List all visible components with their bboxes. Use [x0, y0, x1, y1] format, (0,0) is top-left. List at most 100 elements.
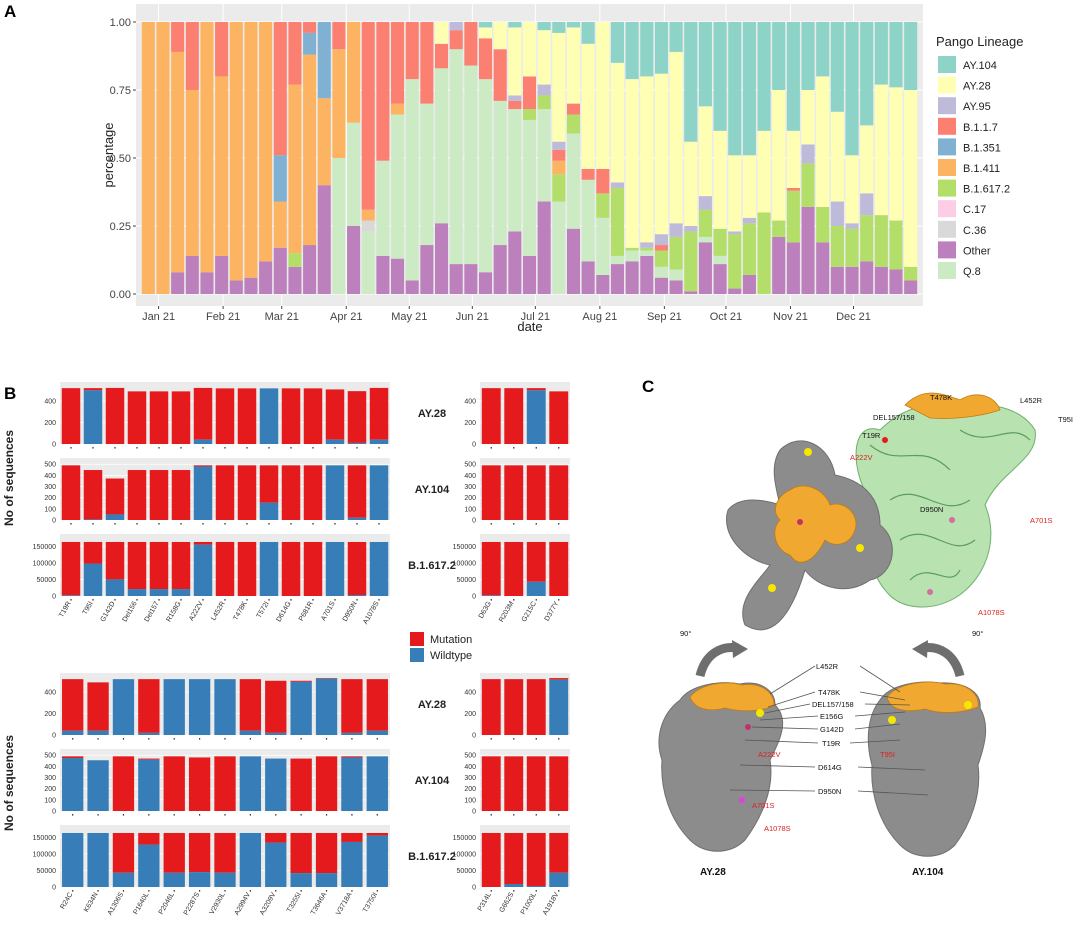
facet-x-tick-dot: [249, 814, 251, 816]
facet-x-tick-dot: [224, 523, 226, 525]
center-label-d614g: D614G: [818, 763, 842, 772]
wildtype-bar: [83, 563, 103, 596]
lineage-bar-segment: [904, 90, 918, 267]
facet-y-tick-label: 400: [464, 473, 476, 480]
facet-x-tick-dot: [513, 814, 515, 816]
lineage-y-tick-label: 0.50: [110, 153, 131, 165]
mutation-bar: [549, 391, 569, 444]
lineage-bar-segment: [684, 231, 698, 292]
lineage-legend-label: B.1.351: [963, 142, 1001, 154]
wildtype-bar: [290, 681, 312, 735]
mutation-label: T3750I: [362, 891, 379, 913]
center-label-d950n: D950N: [818, 787, 841, 796]
mutation-label: A1918V: [542, 891, 561, 916]
ribbon-label-a701s: A701S: [1030, 516, 1053, 525]
legend-label-mutation: Mutation: [430, 634, 472, 646]
mutation-bar: [290, 832, 312, 874]
mutation-bar: [281, 388, 301, 444]
lineage-bar-segment: [244, 277, 258, 294]
lineage-bar-segment: [171, 22, 185, 52]
lineage-legend-label: B.1.411: [963, 163, 1000, 175]
facet-x-tick-dot: [224, 599, 226, 601]
lineage-bar-segment: [860, 261, 874, 294]
lineage-bar-segment: [742, 217, 756, 224]
mutation-label: T95I: [82, 600, 95, 616]
mutation-bar: [127, 470, 147, 520]
lineage-x-tick-label: Apr 21: [330, 311, 362, 323]
lineage-bar-segment: [610, 182, 624, 188]
mutation-bar: [341, 756, 363, 758]
lineage-legend-label: C.36: [963, 225, 986, 237]
facet-x-tick-dot: [275, 814, 277, 816]
facet-x-tick-dot: [122, 738, 125, 740]
mutation-bar: [265, 832, 287, 843]
mutation-bar: [526, 388, 546, 391]
mutation-label: T572I: [256, 600, 271, 619]
lineage-bar-segment: [581, 261, 595, 294]
mutation-label: P314L: [477, 891, 493, 912]
lineage-bar-segment: [288, 253, 302, 267]
lineage-bar-segment: [552, 32, 566, 142]
lineage-bar-segment: [728, 234, 742, 289]
lineage-bar-segment: [508, 27, 522, 96]
lineage-bar-segment: [185, 22, 199, 90]
side-view-ay28-site: [756, 709, 764, 717]
mutation-label: D614G: [276, 601, 293, 624]
facet-x-tick-dot: [148, 890, 150, 892]
lineage-bar-segment: [537, 22, 551, 31]
mutation-bar: [87, 682, 109, 731]
wildtype-bar: [481, 595, 501, 596]
mutation-bar: [237, 388, 257, 444]
wildtype-bar: [315, 678, 338, 735]
lineage-bar-segment: [874, 215, 888, 267]
wildtype-bar: [265, 842, 287, 887]
lineage-legend-label: AY.28: [963, 81, 991, 93]
facet-x-tick-dot: [334, 523, 336, 525]
facet-x-tick-dot: [158, 447, 160, 449]
wildtype-bar: [87, 730, 109, 735]
top-view-site: [797, 519, 803, 525]
lineage-bar-segment: [435, 22, 449, 44]
facet-y-tick-label: 400: [44, 690, 56, 697]
mutation-bar: [62, 679, 84, 731]
facet-x-tick-dot: [136, 599, 138, 601]
mutation-bar: [303, 465, 323, 520]
lineage-bar-segment: [566, 27, 581, 104]
wildtype-bar: [112, 679, 135, 735]
facet-y-tick-label: 0: [472, 594, 476, 601]
lineage-bar-segment: [684, 141, 698, 226]
lineage-bar-segment: [361, 231, 375, 294]
facet-x-tick-dot: [535, 523, 537, 525]
facet-x-tick-dot: [334, 447, 336, 449]
mutation-label: P681R: [298, 601, 315, 623]
ribbon-label-t95i: T95I: [1058, 415, 1073, 424]
lineage-bar-segment: [185, 90, 199, 256]
lineage-row-label: AY.104: [415, 775, 450, 787]
lineage-bar-segment: [303, 22, 317, 33]
wildtype-bar: [105, 514, 125, 520]
lineage-x-tick-label: Nov 21: [773, 311, 808, 323]
lineage-bar-segment: [478, 38, 493, 80]
lineage-bar-segment: [860, 125, 874, 194]
lineage-legend-swatch: [938, 97, 956, 115]
wildtype-bar: [369, 465, 389, 520]
facet-x-tick-dot: [376, 814, 378, 816]
side-view-ay28-site: [739, 797, 745, 803]
mutation-label: G215C: [521, 601, 538, 624]
lineage-bar-segment: [713, 130, 727, 229]
wildtype-bar: [526, 390, 546, 444]
panel-label-c: C: [642, 377, 654, 396]
lineage-legend-swatch: [938, 138, 956, 156]
mutation-bar: [62, 756, 84, 759]
facet-y-tick-label: 0: [52, 518, 56, 525]
facet-y-tick-label: 150000: [33, 835, 56, 842]
facet-x-tick-dot: [535, 447, 537, 449]
mutation-label: A3209V: [259, 891, 278, 916]
mutation-bar: [171, 391, 191, 444]
mutation-bar: [138, 758, 160, 760]
facet-x-tick-dot: [249, 890, 251, 892]
lineage-bar-segment: [860, 193, 874, 216]
mutation-label: T478K: [232, 600, 249, 622]
wildtype-bar: [83, 519, 103, 520]
